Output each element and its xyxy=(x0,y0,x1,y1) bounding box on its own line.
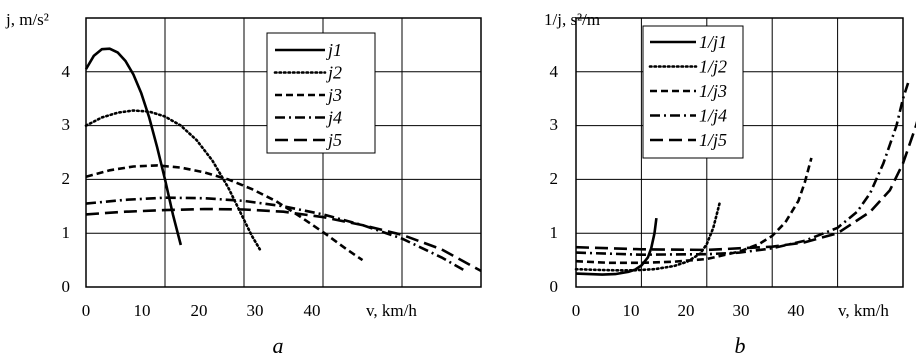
series-line-1 xyxy=(84,47,183,246)
y-tick-label: 0 xyxy=(62,277,71,296)
legend-entry-label: 1/j1 xyxy=(699,32,727,52)
plot-frame-b xyxy=(575,17,904,288)
x-axis-label-a: v, km/h xyxy=(366,301,417,320)
series-line-3 xyxy=(85,164,364,262)
x-tick-label: 30 xyxy=(733,301,750,320)
series-line-4 xyxy=(575,82,910,256)
x-tick-label: 0 xyxy=(572,301,581,320)
legend-entry-label: j5 xyxy=(326,130,342,150)
y-tick-label: 3 xyxy=(62,115,71,134)
legend-entry-label: j1 xyxy=(326,40,342,60)
x-tick-label: 40 xyxy=(788,301,805,320)
panel-caption-b: b xyxy=(735,333,746,358)
y-tick-label: 1 xyxy=(62,223,71,242)
y-axis-label-b: 1/j, s²/m xyxy=(544,10,600,29)
series-line-5 xyxy=(85,207,482,273)
x-tick-label: 20 xyxy=(191,301,208,320)
series-line-3 xyxy=(575,157,813,265)
series-a xyxy=(84,47,482,273)
y-tick-label: 2 xyxy=(550,169,559,188)
plot-frame-a xyxy=(85,17,482,288)
legend-entry-label: j4 xyxy=(326,108,342,128)
x-tick-label: 10 xyxy=(623,301,640,320)
series-line-5 xyxy=(575,120,916,252)
legend-entry-label: 1/j5 xyxy=(699,130,727,150)
y-axis-label-a: j, m/s² xyxy=(5,10,49,29)
x-axis-label-b: v, km/h xyxy=(838,301,889,320)
x-tick-label: 30 xyxy=(247,301,264,320)
legend-box-b xyxy=(642,25,744,159)
y-tick-label: 4 xyxy=(62,62,71,81)
y-tick-label: 3 xyxy=(550,115,559,134)
legend-entry-label: j3 xyxy=(326,85,342,105)
y-tick-label: 1 xyxy=(550,223,559,242)
panel-caption-a: a xyxy=(273,333,284,358)
x-tick-label: 20 xyxy=(678,301,695,320)
legend-entry-label: j2 xyxy=(326,63,342,83)
y-tick-label: 0 xyxy=(550,277,559,296)
series-line-2 xyxy=(574,200,722,272)
legend-entry-label: 1/j3 xyxy=(699,81,727,101)
series-line-2 xyxy=(84,109,262,251)
chart-panel-a: 0 1 2 3 4 0 10 20 30 40 j, m/s² v, km/h … xyxy=(5,10,482,358)
x-tick-label: 40 xyxy=(304,301,321,320)
chart-panel-b: 0 1 2 3 4 0 10 20 30 40 1/j, s²/m v, km/… xyxy=(544,10,916,358)
legend-box-a xyxy=(266,32,376,154)
legend-entry-label: 1/j4 xyxy=(699,106,727,126)
y-tick-label: 4 xyxy=(550,62,559,81)
y-tick-label: 2 xyxy=(62,169,71,188)
series-b xyxy=(574,82,916,276)
legend-entry-label: 1/j2 xyxy=(699,57,727,77)
series-line-4 xyxy=(85,196,466,273)
x-tick-label: 10 xyxy=(134,301,151,320)
x-tick-label: 0 xyxy=(82,301,91,320)
legend-b: 1/j1 1/j2 1/j3 1/j4 1/j5 xyxy=(642,25,744,159)
